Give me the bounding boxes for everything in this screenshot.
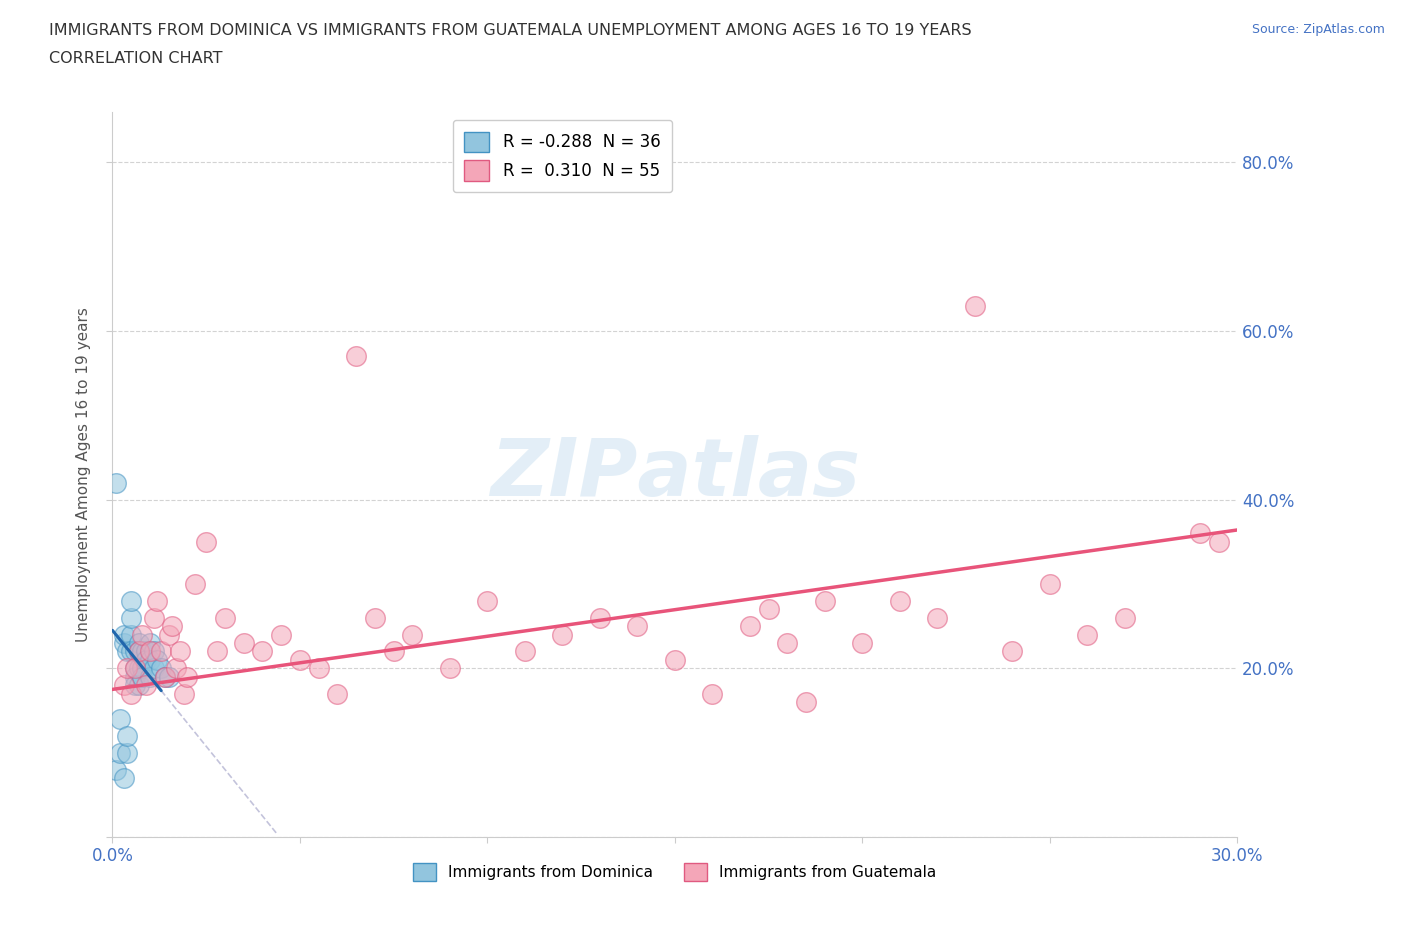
Point (758, 602, 780, 617)
Y-axis label: Unemployment Among Ages 16 to 19 years: Unemployment Among Ages 16 to 19 years (76, 307, 91, 642)
Point (108, 711, 131, 726)
Point (146, 593, 169, 608)
Point (124, 661, 146, 676)
Point (401, 627, 423, 642)
Point (589, 610, 612, 625)
Point (112, 678, 135, 693)
Point (382, 644, 405, 658)
Point (135, 653, 157, 668)
Point (169, 644, 191, 658)
Point (120, 686, 142, 701)
Point (308, 661, 330, 676)
Point (702, 686, 724, 701)
Point (117, 728, 139, 743)
Point (128, 678, 150, 693)
Point (142, 661, 165, 676)
Point (135, 644, 157, 658)
Point (117, 745, 139, 760)
Point (120, 593, 142, 608)
Point (851, 635, 873, 650)
Point (142, 610, 165, 625)
Point (153, 670, 176, 684)
Point (120, 610, 142, 625)
Point (184, 577, 207, 591)
Point (176, 670, 198, 684)
Point (165, 661, 187, 676)
Point (139, 644, 162, 658)
Point (1188, 525, 1211, 540)
Point (1001, 644, 1024, 658)
Point (232, 635, 254, 650)
Point (124, 644, 146, 658)
Point (120, 627, 142, 642)
Point (105, 475, 128, 490)
Point (157, 670, 180, 684)
Point (124, 678, 146, 693)
Point (146, 653, 169, 668)
Point (364, 610, 387, 625)
Point (105, 762, 128, 777)
Point (551, 627, 574, 642)
Point (344, 349, 367, 364)
Point (139, 635, 162, 650)
Point (153, 670, 176, 684)
Point (112, 627, 135, 642)
Point (626, 618, 648, 633)
Point (162, 618, 184, 633)
Point (288, 653, 311, 668)
Point (117, 644, 139, 658)
Point (1208, 535, 1230, 550)
Point (1114, 610, 1136, 625)
Point (128, 635, 150, 650)
Text: IMMIGRANTS FROM DOMINICA VS IMMIGRANTS FROM GUATEMALA UNEMPLOYMENT AMONG AGES 16: IMMIGRANTS FROM DOMINICA VS IMMIGRANTS F… (49, 23, 972, 38)
Point (173, 686, 195, 701)
Point (131, 661, 153, 676)
Point (814, 593, 837, 608)
Point (1039, 577, 1062, 591)
Point (794, 695, 817, 710)
Point (439, 661, 461, 676)
Text: ZIP​atlas: ZIP​atlas (489, 435, 860, 513)
Point (112, 635, 135, 650)
Legend: Immigrants from Dominica, Immigrants from Guatemala: Immigrants from Dominica, Immigrants fro… (408, 857, 942, 887)
Point (124, 661, 146, 676)
Point (889, 593, 911, 608)
Point (214, 610, 236, 625)
Point (157, 627, 180, 642)
Point (207, 644, 229, 658)
Point (139, 653, 162, 668)
Point (131, 644, 153, 658)
Point (108, 745, 131, 760)
Point (150, 644, 173, 658)
Point (131, 670, 153, 684)
Point (664, 653, 686, 668)
Point (120, 644, 142, 658)
Point (1076, 627, 1098, 642)
Point (927, 610, 949, 625)
Point (124, 670, 146, 684)
Text: Source: ZipAtlas.com: Source: ZipAtlas.com (1251, 23, 1385, 36)
Point (128, 644, 150, 658)
Point (128, 661, 150, 676)
Text: CORRELATION CHART: CORRELATION CHART (49, 51, 222, 66)
Point (195, 535, 218, 550)
Point (776, 635, 799, 650)
Point (477, 593, 499, 608)
Point (131, 627, 153, 642)
Point (150, 661, 173, 676)
Point (142, 644, 165, 658)
Point (135, 678, 157, 693)
Point (326, 686, 349, 701)
Point (513, 644, 536, 658)
Point (963, 299, 986, 313)
Point (270, 627, 292, 642)
Point (128, 644, 150, 658)
Point (252, 644, 274, 658)
Point (112, 771, 135, 786)
Point (117, 661, 139, 676)
Point (139, 670, 162, 684)
Point (738, 618, 761, 633)
